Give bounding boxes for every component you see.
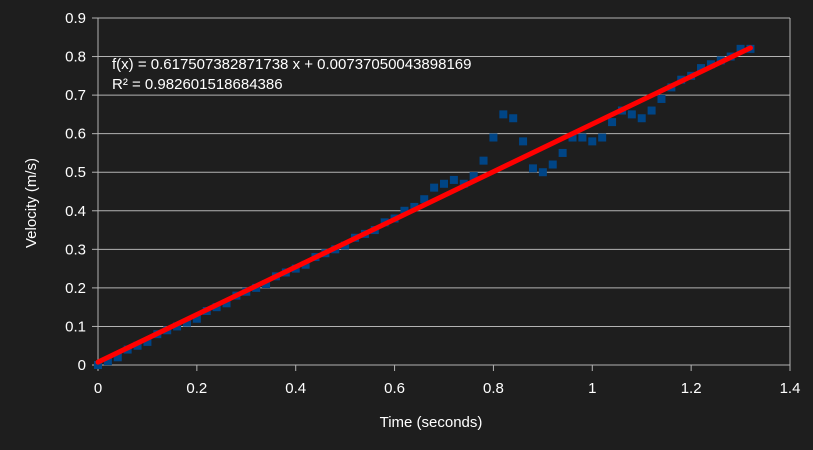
trendline: [95, 45, 753, 365]
data-point: [192, 314, 201, 323]
y-tick-label: 0.6: [65, 126, 86, 143]
data-point: [94, 361, 102, 369]
data-point: [509, 114, 518, 123]
x-tick-label: 0.8: [483, 380, 504, 397]
data-point: [440, 179, 448, 188]
data-point: [182, 318, 191, 327]
data-point: [697, 64, 706, 73]
x-tick-label: 0: [94, 380, 102, 397]
annotations: f(x) = 0.617507382871738 x + 0.007370500…: [112, 56, 472, 93]
data-point: [568, 133, 577, 142]
grid: [98, 17, 790, 366]
x-axis-title: Time (seconds): [380, 414, 483, 431]
y-tick-label: 0.7: [65, 87, 86, 104]
data-point: [410, 202, 419, 211]
data-point: [143, 337, 152, 346]
x-tick-label: 1: [588, 380, 596, 397]
y-tick-label: 0.5: [65, 164, 86, 181]
data-point: [499, 110, 508, 119]
x-tick-label: 1.2: [681, 380, 702, 397]
trendline-layer: [95, 45, 753, 365]
r-squared-label: R² = 0.982601518684386: [112, 76, 283, 93]
data-point: [469, 172, 478, 181]
data-point: [420, 195, 429, 204]
data-point: [608, 118, 617, 127]
y-tick-label: 0.1: [65, 318, 86, 335]
data-point: [489, 133, 498, 142]
axes: [92, 17, 791, 371]
y-tick-label: 0.2: [65, 280, 86, 297]
x-tick-label: 1.4: [780, 380, 801, 397]
data-point: [647, 106, 656, 115]
y-tick-label: 0: [78, 357, 86, 374]
data-point: [479, 156, 488, 165]
data-point: [528, 164, 537, 173]
data-point: [627, 110, 636, 119]
trendline-equation: f(x) = 0.617507382871738 x + 0.007370500…: [112, 56, 472, 73]
data-point: [103, 357, 112, 366]
x-tick-label: 0.2: [186, 380, 207, 397]
data-point: [588, 137, 597, 146]
data-point: [222, 299, 231, 308]
data-point: [430, 183, 439, 192]
y-tick-labels: 0 0.1 0.2 0.3 0.4 0.5 0.6 0.7 0.8 0.9: [65, 10, 86, 374]
data-point: [558, 148, 567, 157]
data-point: [449, 175, 458, 184]
y-tick-label: 0.8: [65, 49, 86, 66]
data-point: [657, 94, 666, 103]
y-axis-title: Velocity (m/s): [23, 158, 40, 248]
data-point: [400, 206, 409, 215]
data-point: [113, 353, 122, 362]
y-tick-label: 0.3: [65, 241, 86, 258]
data-point: [262, 280, 271, 289]
data-point: [538, 168, 547, 177]
data-point: [548, 160, 557, 169]
y-tick-label: 0.9: [65, 10, 86, 27]
x-tick-label: 0.4: [285, 380, 306, 397]
data-point: [578, 133, 587, 142]
x-tick-label: 0.6: [384, 380, 405, 397]
data-point: [519, 137, 528, 146]
x-tick-labels: 0 0.2 0.4 0.6 0.8 1 1.2 1.4: [94, 380, 801, 397]
data-point: [637, 114, 646, 123]
data-point: [736, 44, 745, 53]
data-point: [598, 133, 607, 142]
y-tick-label: 0.4: [65, 203, 86, 220]
